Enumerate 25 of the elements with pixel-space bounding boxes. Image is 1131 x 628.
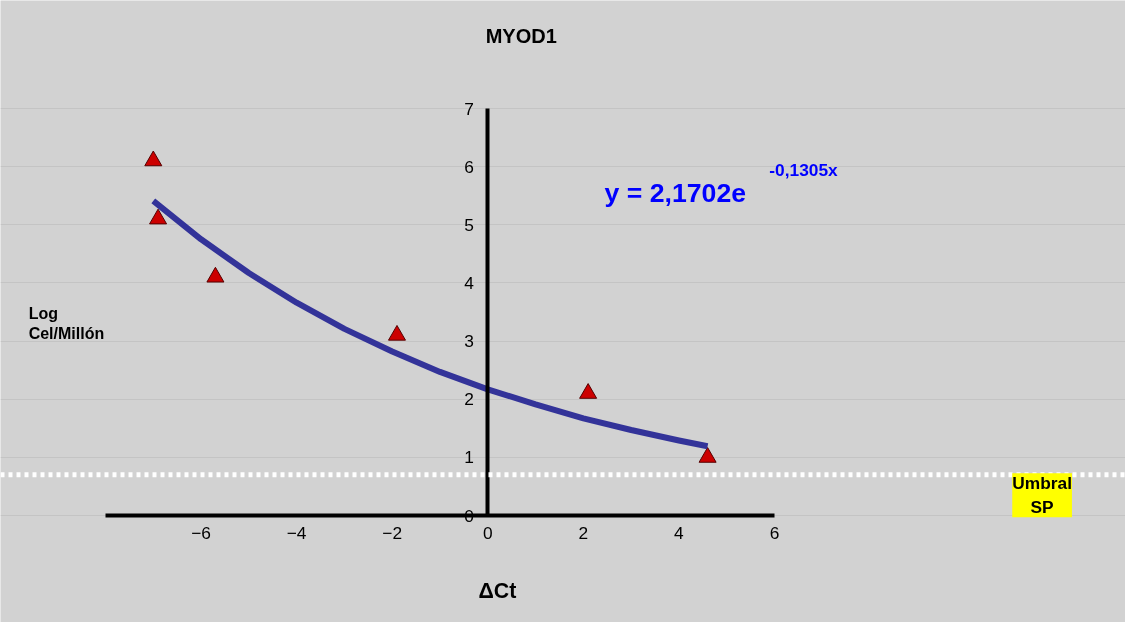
y-tick-label: 4 — [464, 272, 475, 293]
y-tick-label: 1 — [464, 447, 474, 468]
x-tick-label: 4 — [674, 522, 685, 543]
point — [579, 383, 598, 399]
y-tick-label: 5 — [464, 214, 474, 235]
y-tick-label: 2 — [464, 389, 474, 410]
point — [387, 324, 406, 341]
x-tick-label: 0 — [482, 522, 493, 543]
y-axis-title: Log Cel/Millón — [28, 304, 105, 343]
y-tick-label: 7 — [464, 98, 474, 119]
chart-title: MYOD1 — [485, 24, 557, 47]
x-tick-label: −2 — [382, 522, 403, 543]
point — [698, 447, 717, 463]
y-tick-label: 6 — [464, 156, 474, 177]
x-tick-label: −6 — [191, 522, 211, 543]
ref-line-label: Umbral SP — [1012, 473, 1072, 518]
x-tick-label: −4 — [286, 522, 307, 543]
point — [144, 150, 163, 167]
x-axis-title: ΔCt — [478, 579, 517, 604]
annotation: y = 2,1702e-0,1305x — [604, 159, 839, 208]
point — [149, 208, 168, 225]
point — [206, 266, 225, 283]
y-tick-label: 3 — [464, 331, 474, 352]
x-tick-label: 2 — [578, 522, 589, 543]
x-tick-label: 6 — [769, 522, 780, 543]
